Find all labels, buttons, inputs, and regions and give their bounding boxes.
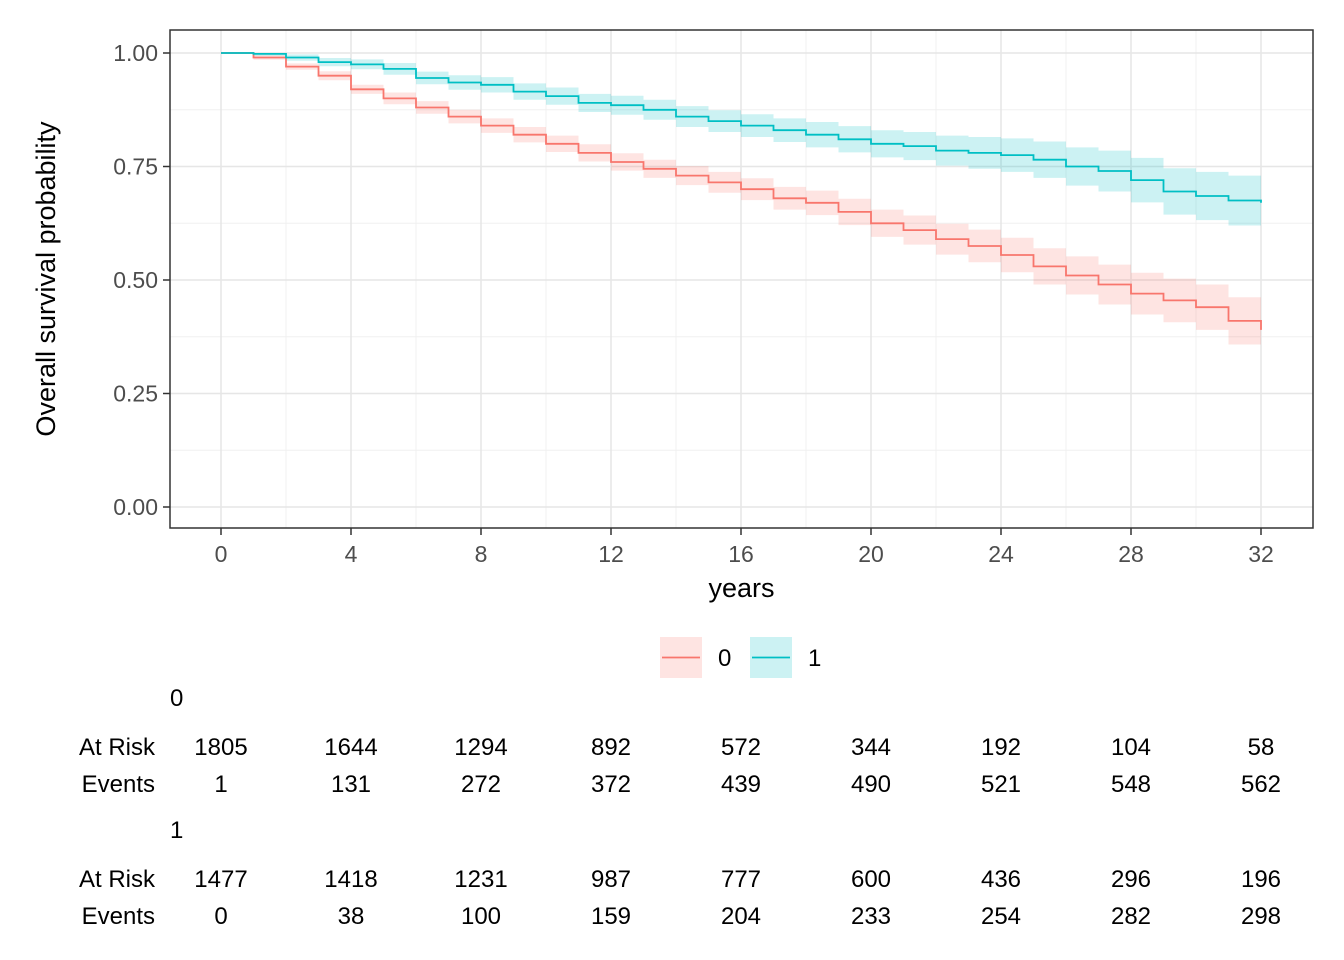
risk-cell: 233 bbox=[851, 903, 891, 930]
risk-cell: 436 bbox=[981, 866, 1021, 893]
legend-label-0: 0 bbox=[718, 645, 731, 672]
risk-cell: 159 bbox=[591, 903, 631, 930]
risk-cell: 1644 bbox=[324, 734, 377, 761]
risk-cell: 600 bbox=[851, 866, 891, 893]
x-axis-ticks: 0 4 8 12 16 20 24 28 32 bbox=[215, 528, 1274, 567]
risk-cell: 204 bbox=[721, 903, 761, 930]
y-tick-label: 0.50 bbox=[113, 267, 158, 293]
confidence-bands bbox=[221, 53, 1261, 351]
risk-cell: 521 bbox=[981, 771, 1021, 798]
risk-cell: 1418 bbox=[324, 866, 377, 893]
risk-cell: 131 bbox=[331, 771, 371, 798]
risk-cell: 0 bbox=[214, 903, 227, 930]
risk-cell: 254 bbox=[981, 903, 1021, 930]
x-tick-label: 16 bbox=[728, 541, 754, 567]
x-tick-label: 4 bbox=[345, 541, 358, 567]
x-tick-label: 12 bbox=[598, 541, 624, 567]
survival-curve-group-0 bbox=[221, 52, 1262, 330]
risk-cell: 58 bbox=[1248, 734, 1275, 761]
y-axis-ticks: 0.00 0.25 0.50 0.75 1.00 bbox=[113, 40, 170, 520]
risk-row-label: At Risk bbox=[79, 866, 156, 893]
risk-cell: 1231 bbox=[454, 866, 507, 893]
x-axis-title: years bbox=[708, 573, 774, 603]
risk-table: 0 At Risk 1805 1644 1294 892 572 344 192 104 58 Eve… bbox=[79, 685, 1281, 930]
legend-label-1: 1 bbox=[808, 645, 821, 672]
risk-cell: 272 bbox=[461, 771, 501, 798]
survival-curves bbox=[221, 52, 1262, 330]
x-tick-label: 24 bbox=[988, 541, 1014, 567]
risk-cell: 1294 bbox=[454, 734, 507, 761]
x-tick-label: 8 bbox=[475, 541, 488, 567]
risk-cell: 372 bbox=[591, 771, 631, 798]
risk-cell: 892 bbox=[591, 734, 631, 761]
risk-cell: 987 bbox=[591, 866, 631, 893]
risk-cell: 104 bbox=[1111, 734, 1151, 761]
y-tick-label: 0.75 bbox=[113, 154, 158, 180]
risk-row-label: At Risk bbox=[79, 734, 156, 761]
risk-cell: 548 bbox=[1111, 771, 1151, 798]
x-tick-label: 28 bbox=[1118, 541, 1144, 567]
risk-cell: 282 bbox=[1111, 903, 1151, 930]
risk-cell: 777 bbox=[721, 866, 761, 893]
risk-cell: 38 bbox=[338, 903, 365, 930]
risk-row-label: Events bbox=[82, 771, 155, 798]
risk-cell: 100 bbox=[461, 903, 501, 930]
y-tick-label: 0.25 bbox=[113, 381, 158, 407]
risk-row-label: Events bbox=[82, 903, 155, 930]
risk-cell: 296 bbox=[1111, 866, 1151, 893]
survival-curve-group-1 bbox=[221, 52, 1262, 203]
risk-group-heading: 1 bbox=[170, 817, 183, 844]
major-gridlines bbox=[170, 30, 1313, 528]
risk-cell: 439 bbox=[721, 771, 761, 798]
risk-cell: 1 bbox=[214, 771, 227, 798]
risk-cell: 344 bbox=[851, 734, 891, 761]
risk-cell: 192 bbox=[981, 734, 1021, 761]
risk-cell: 196 bbox=[1241, 866, 1281, 893]
risk-cell: 562 bbox=[1241, 771, 1281, 798]
x-tick-label: 20 bbox=[858, 541, 884, 567]
x-tick-label: 0 bbox=[215, 541, 228, 567]
x-tick-label: 32 bbox=[1248, 541, 1274, 567]
y-axis-title: Overall survival probability bbox=[31, 121, 61, 437]
risk-cell: 1477 bbox=[194, 866, 247, 893]
risk-cell: 572 bbox=[721, 734, 761, 761]
risk-cell: 1805 bbox=[194, 734, 247, 761]
y-tick-label: 0.00 bbox=[113, 494, 158, 520]
confidence-band-group-0 bbox=[221, 53, 1261, 351]
y-tick-label: 1.00 bbox=[113, 40, 158, 66]
risk-cell: 298 bbox=[1241, 903, 1281, 930]
risk-group-heading: 0 bbox=[170, 685, 183, 712]
risk-cell: 490 bbox=[851, 771, 891, 798]
